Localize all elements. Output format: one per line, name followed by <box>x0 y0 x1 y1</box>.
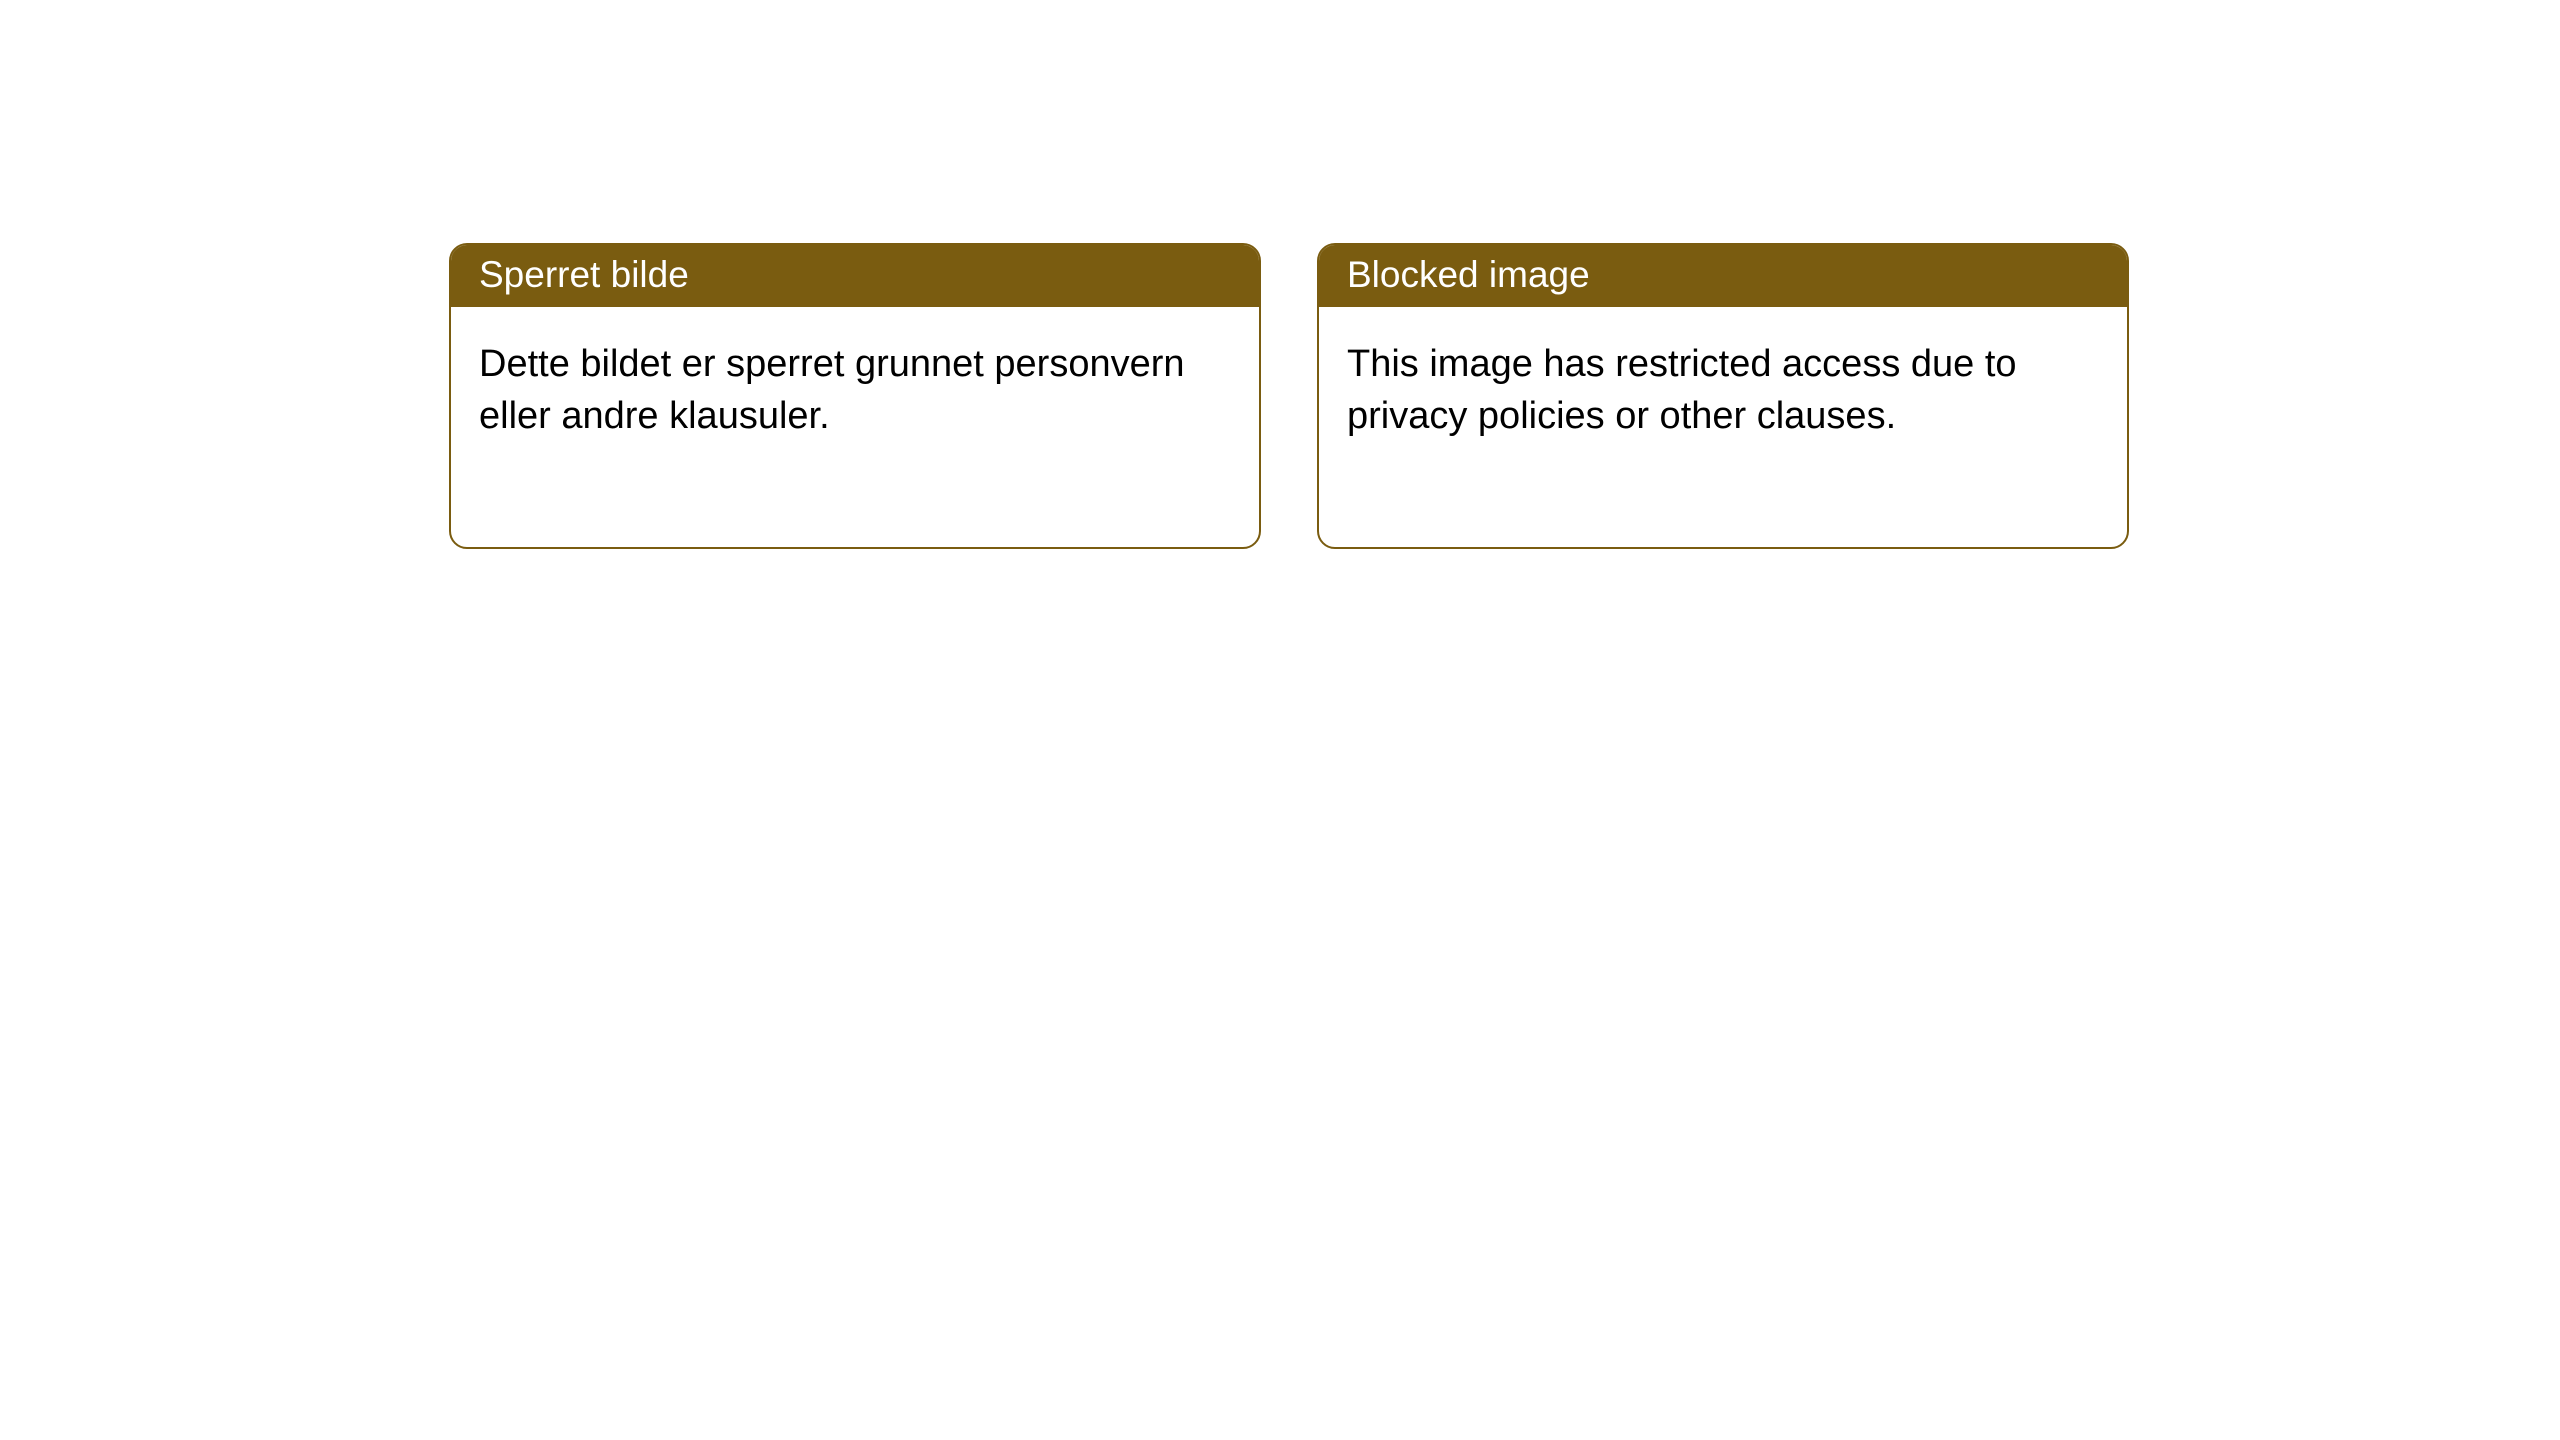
notice-card-body: This image has restricted access due to … <box>1319 307 2127 547</box>
notice-card-body: Dette bildet er sperret grunnet personve… <box>451 307 1259 547</box>
notice-cards-row: Sperret bilde Dette bildet er sperret gr… <box>449 243 2129 549</box>
notice-card-norwegian: Sperret bilde Dette bildet er sperret gr… <box>449 243 1261 549</box>
notice-card-header: Blocked image <box>1319 245 2127 307</box>
notice-card-english: Blocked image This image has restricted … <box>1317 243 2129 549</box>
notice-card-header: Sperret bilde <box>451 245 1259 307</box>
